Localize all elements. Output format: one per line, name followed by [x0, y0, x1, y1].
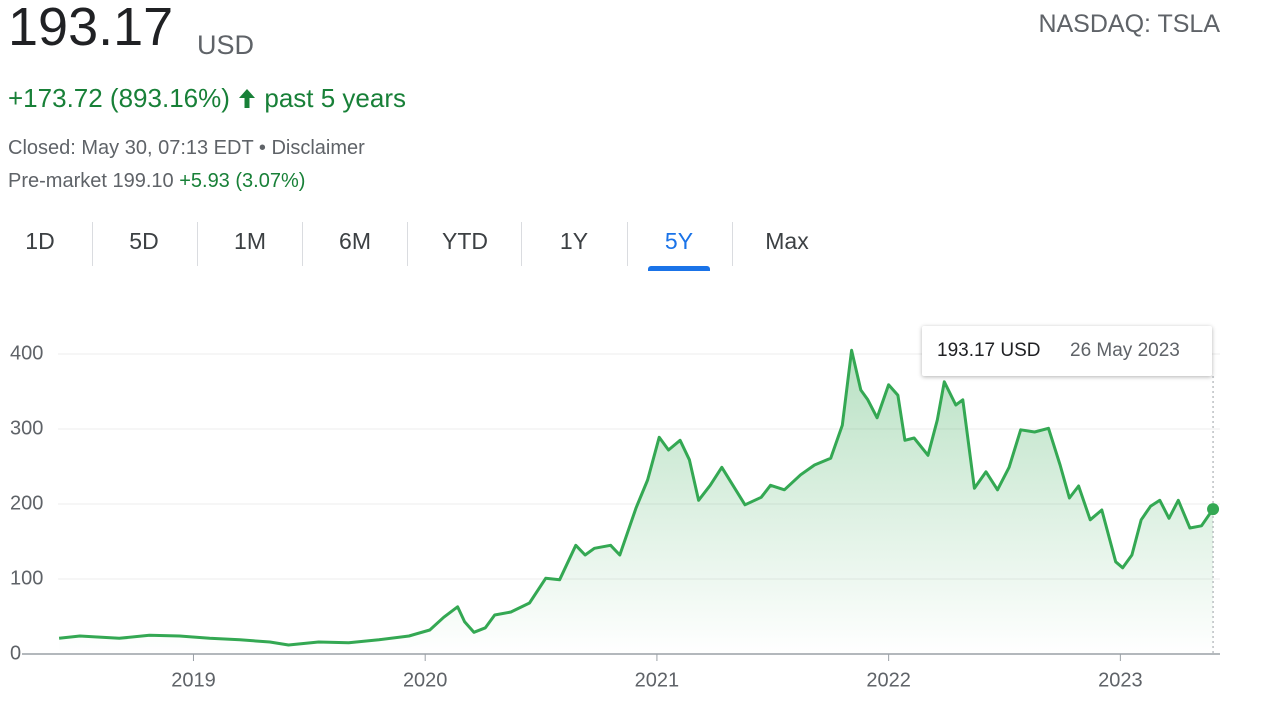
tab-separator — [197, 222, 198, 266]
range-tab[interactable]: 5Y — [664, 228, 694, 254]
premarket: Pre-market 199.10 +5.93 (3.07%) — [8, 170, 305, 193]
range-tab[interactable]: 5D — [129, 228, 159, 254]
premarket-price: Pre-market 199.10 — [8, 170, 174, 192]
tooltip-date: 26 May 2023 — [1070, 340, 1180, 361]
range-tab[interactable]: Max — [765, 228, 809, 254]
tooltip-value: 193.17 USD — [937, 340, 1041, 361]
range-tabs: 1D 5D 1M 6M YTD 1Y 5Y Max — [0, 222, 1264, 274]
tab-separator — [732, 222, 733, 266]
tab-separator — [302, 222, 303, 266]
x-tick-label: 2023 — [1098, 669, 1143, 691]
range-tab[interactable]: YTD — [442, 228, 488, 254]
disclaimer[interactable]: Disclaimer — [271, 137, 365, 159]
last-point — [1207, 503, 1220, 516]
range-tab[interactable]: 1D — [25, 228, 55, 254]
tab-separator — [521, 222, 522, 266]
x-tick-label: 2019 — [171, 669, 216, 691]
premarket-change: +5.93 (3.07%) — [179, 170, 306, 192]
currency: USD — [197, 30, 255, 60]
change-value: +173.72 (893.16%) — [8, 83, 230, 113]
change-period: past 5 years — [264, 83, 406, 113]
tab-separator — [627, 222, 628, 266]
y-tick-label: 200 — [10, 492, 43, 514]
price: 193.17 — [8, 0, 174, 57]
separator: • — [258, 137, 266, 159]
range-tab[interactable]: 6M — [339, 228, 371, 254]
range-tab[interactable]: 1Y — [559, 228, 589, 254]
y-tick-label: 400 — [10, 342, 43, 364]
range-tab[interactable]: 1M — [234, 228, 266, 254]
x-tick-label: 2020 — [403, 669, 448, 691]
y-tick-label: 0 — [10, 642, 21, 664]
tab-separator — [407, 222, 408, 266]
tab-separator — [92, 222, 93, 266]
exchange: NASDAQ: TSLA — [1038, 10, 1220, 38]
price-line — [58, 348, 1215, 647]
closed-info: Closed: May 30, 07:13 EDT • Disclaimer — [8, 137, 365, 160]
closed-time: Closed: May 30, 07:13 EDT — [8, 137, 254, 159]
area — [59, 350, 1214, 654]
change: +173.72 (893.16%) past 5 years — [8, 83, 406, 114]
y-tick-label: 100 — [10, 567, 43, 589]
up-arrow — [239, 89, 256, 108]
selected-underline — [648, 266, 710, 271]
x-tick-label: 2022 — [866, 669, 911, 691]
x-tick-label: 2021 — [635, 669, 680, 691]
y-tick-label: 300 — [10, 417, 43, 439]
tooltip: 193.17 USD 26 May 2023 — [922, 326, 1212, 376]
